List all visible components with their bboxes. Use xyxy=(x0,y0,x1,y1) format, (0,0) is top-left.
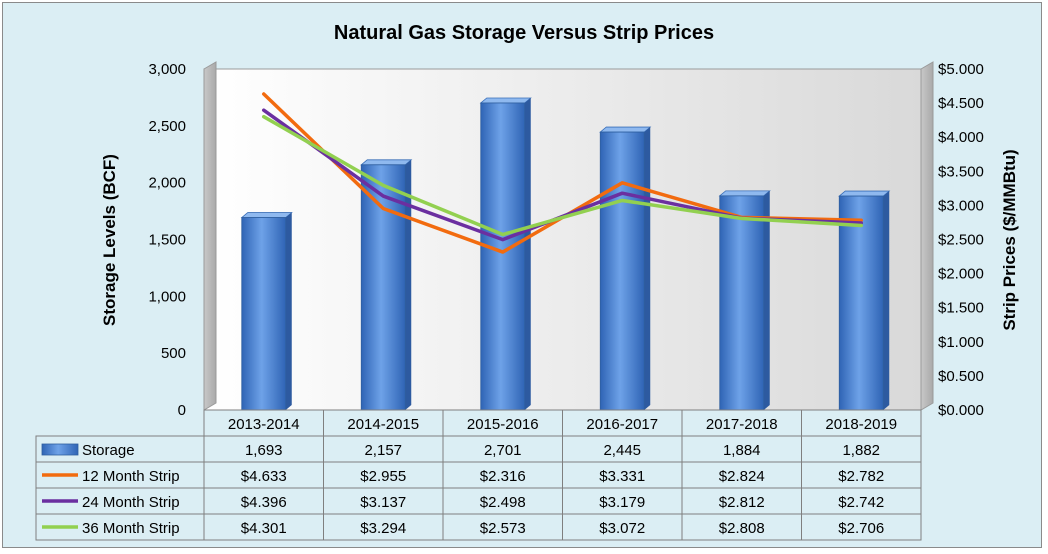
data-label: 1,884 xyxy=(723,442,761,459)
data-label: $4.396 xyxy=(241,494,287,511)
left-tick-label: 3,000 xyxy=(148,61,186,78)
table-cell xyxy=(801,513,922,541)
data-label: $2.742 xyxy=(838,494,884,511)
right-tick-label: $2.000 xyxy=(938,266,984,283)
data-label: $4.301 xyxy=(241,520,287,537)
storage-bar-top xyxy=(599,126,652,133)
category-label: 2015-2016 xyxy=(467,416,539,433)
left-tick-label: 1,500 xyxy=(148,232,186,249)
storage-bars xyxy=(240,97,891,411)
right-tick-label: $2.500 xyxy=(938,232,984,249)
left-tick-label: 1,000 xyxy=(148,288,186,305)
category-label: 2014-2015 xyxy=(347,416,419,433)
left-tick-label: 2,000 xyxy=(148,175,186,192)
storage-bar xyxy=(838,195,884,411)
storage-bar xyxy=(480,102,526,411)
storage-bar-top xyxy=(240,212,293,218)
data-label: $3.294 xyxy=(360,520,406,537)
data-label: 2,157 xyxy=(364,442,402,459)
storage-bar xyxy=(360,164,406,411)
left-axis-ticks: 0 500 1,000 1,500 2,000 2,500 3,000 xyxy=(148,61,186,419)
data-label: $2.808 xyxy=(719,520,765,537)
series-line-36-month-strip xyxy=(262,114,863,237)
data-label: $2.316 xyxy=(480,468,526,485)
data-label: 1,882 xyxy=(842,442,880,459)
data-label: $3.072 xyxy=(599,520,645,537)
data-label: $4.633 xyxy=(241,468,287,485)
right-tick-label: $1.500 xyxy=(938,300,984,317)
storage-bar-side xyxy=(285,212,292,410)
plot-area-side-wall xyxy=(203,61,217,411)
right-tick-label: $4.500 xyxy=(938,95,984,112)
storage-bar-top xyxy=(838,190,891,197)
storage-bar xyxy=(241,217,287,411)
series-name: 36 Month Strip xyxy=(82,520,180,537)
data-label: $2.573 xyxy=(480,520,526,537)
storage-bar-top xyxy=(718,190,771,197)
chart-title: Natural Gas Storage Versus Strip Prices xyxy=(334,22,714,44)
right-tick-label: $3.500 xyxy=(938,163,984,180)
category-label: 2018-2019 xyxy=(825,416,897,433)
left-tick-label: 500 xyxy=(161,345,186,362)
data-label: $2.824 xyxy=(719,468,765,485)
right-tick-label: $3.000 xyxy=(938,197,984,214)
strip-price-lines xyxy=(262,92,863,254)
right-axis-ticks: $0.000 $0.500 $1.000 $1.500 $2.000 $2.500 $3.0… xyxy=(938,61,984,419)
series-name: 12 Month Strip xyxy=(82,468,180,485)
right-axis-title: Strip Prices ($/MMBtu) xyxy=(1000,149,1019,330)
data-label: $3.179 xyxy=(599,494,645,511)
storage-bar xyxy=(719,195,765,411)
data-table: 2013-2014 2014-2015 2015-2016 2016-2017 2017… xyxy=(35,409,922,541)
left-tick-label: 0 xyxy=(178,402,186,419)
category-label: 2017-2018 xyxy=(706,416,778,433)
plot-area-wall xyxy=(203,68,922,411)
plot-area-right-wall xyxy=(920,61,934,411)
data-label: $3.137 xyxy=(360,494,406,511)
storage-bar-side xyxy=(524,97,531,411)
right-tick-label: $5.000 xyxy=(938,61,984,78)
data-label: $2.955 xyxy=(360,468,406,485)
data-label: 1,693 xyxy=(245,442,283,459)
left-axis-title: Storage Levels (BCF) xyxy=(100,154,119,326)
right-tick-label: $0.500 xyxy=(938,368,984,385)
right-tick-label: $0.000 xyxy=(938,402,984,419)
category-label: 2016-2017 xyxy=(586,416,658,433)
data-label: 2,701 xyxy=(484,442,522,459)
storage-bar-top xyxy=(360,159,413,166)
data-label: $3.331 xyxy=(599,468,645,485)
data-label: $2.706 xyxy=(838,520,884,537)
data-label: $2.812 xyxy=(719,494,765,511)
data-label: $2.782 xyxy=(838,468,884,485)
series-name: Storage xyxy=(82,442,135,459)
right-tick-label: $1.000 xyxy=(938,334,984,351)
category-label: 2013-2014 xyxy=(228,416,300,433)
storage-bar-side xyxy=(763,190,770,410)
data-label: 2,445 xyxy=(603,442,641,459)
storage-bar-side xyxy=(405,159,412,410)
legend-key-storage xyxy=(41,443,79,456)
storage-bar-top xyxy=(479,97,532,104)
left-tick-label: 2,500 xyxy=(148,118,186,135)
storage-bar-side xyxy=(644,127,651,411)
storage-bar-side xyxy=(883,191,890,410)
right-tick-label: $4.000 xyxy=(938,129,984,146)
data-label: $2.498 xyxy=(480,494,526,511)
storage-bar xyxy=(599,131,645,411)
series-name: 24 Month Strip xyxy=(82,494,180,511)
